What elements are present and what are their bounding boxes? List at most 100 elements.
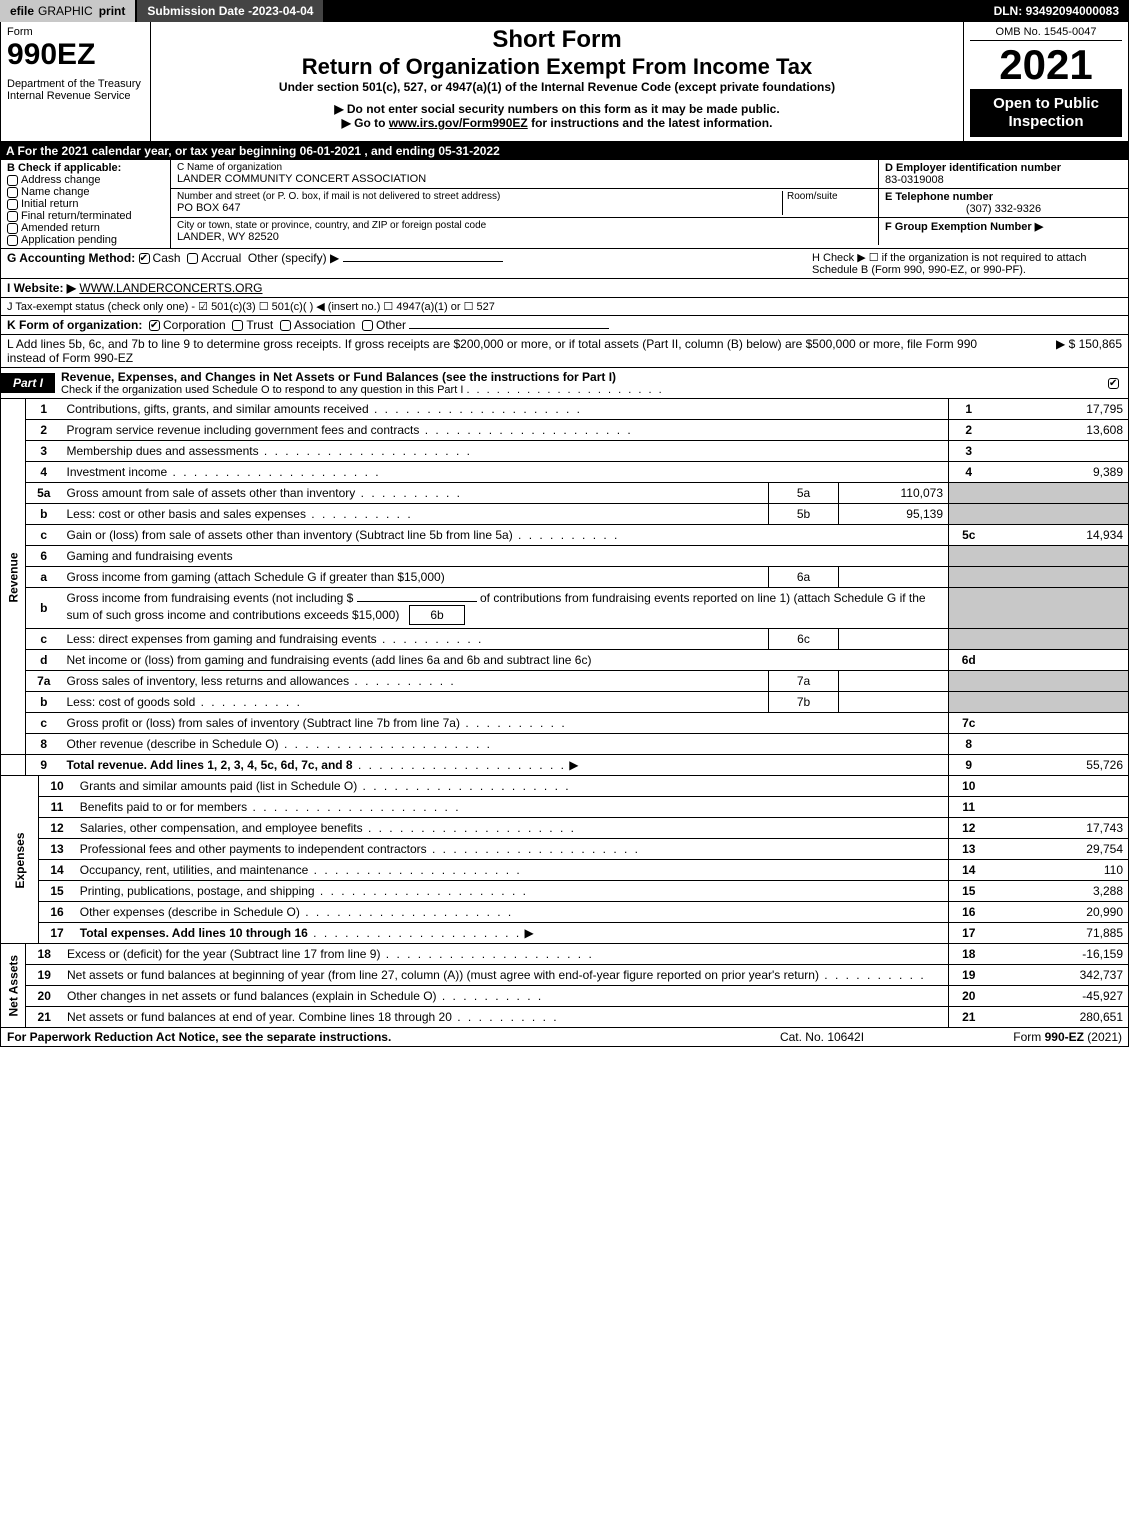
cb-label: Initial return bbox=[21, 198, 78, 210]
lt: Other revenue (describe in Schedule O) bbox=[67, 737, 279, 751]
sidebar-revenue: Revenue bbox=[1, 399, 26, 755]
e-value: (307) 332-9326 bbox=[885, 203, 1122, 215]
lnc: 3 bbox=[949, 441, 989, 462]
lt: Less: cost of goods sold bbox=[67, 695, 196, 709]
lt: Other changes in net assets or fund bala… bbox=[67, 989, 437, 1003]
cb-corp[interactable] bbox=[149, 320, 160, 331]
lt: Gross profit or (loss) from sales of inv… bbox=[67, 716, 460, 730]
sub: 5b bbox=[769, 504, 839, 525]
lnc: 7c bbox=[949, 713, 989, 734]
cb-amended[interactable]: Amended return bbox=[7, 222, 164, 234]
lv bbox=[989, 797, 1129, 818]
ln: 21 bbox=[26, 1007, 62, 1028]
fr-pre: Form bbox=[1013, 1030, 1044, 1044]
ln: d bbox=[26, 650, 62, 671]
cb-label: Application pending bbox=[21, 234, 117, 246]
lv: 71,885 bbox=[989, 923, 1129, 944]
cb-initial[interactable]: Initial return bbox=[7, 198, 164, 210]
goto-link[interactable]: www.irs.gov/Form990EZ bbox=[389, 116, 528, 130]
sub: 6a bbox=[769, 567, 839, 588]
lt: Investment income bbox=[67, 465, 168, 479]
f-label: F Group Exemption Number ▶ bbox=[885, 220, 1122, 233]
ln: 8 bbox=[26, 734, 62, 755]
i-website[interactable]: WWW.LANDERCONCERTS.ORG bbox=[79, 281, 262, 295]
city-value: LANDER, WY 82520 bbox=[177, 231, 872, 243]
ln: c bbox=[26, 713, 62, 734]
lv: 14,934 bbox=[989, 525, 1129, 546]
ln: b bbox=[26, 504, 62, 525]
header-left: Form 990EZ Department of the Treasury In… bbox=[1, 22, 151, 141]
efile-button[interactable]: efile GRAPHIC print bbox=[0, 0, 137, 22]
addr-label: Number and street (or P. O. box, if mail… bbox=[177, 191, 782, 202]
ssn-warning: ▶ Do not enter social security numbers o… bbox=[157, 102, 957, 116]
ln: 13 bbox=[39, 839, 75, 860]
cb-other[interactable] bbox=[362, 320, 373, 331]
sub: 7b bbox=[769, 692, 839, 713]
lnc: 6d bbox=[949, 650, 989, 671]
dln-label: DLN: bbox=[994, 4, 1026, 18]
ln: 3 bbox=[26, 441, 62, 462]
subdate-label: Submission Date - bbox=[147, 4, 252, 18]
fr-post: (2021) bbox=[1084, 1030, 1122, 1044]
lnc: 10 bbox=[949, 776, 989, 797]
cb-label: Amended return bbox=[21, 222, 100, 234]
lt: Net income or (loss) from gaming and fun… bbox=[62, 650, 949, 671]
lv: 280,651 bbox=[989, 1007, 1129, 1028]
sub: 6b bbox=[409, 605, 464, 625]
lt: Contributions, gifts, grants, and simila… bbox=[67, 402, 369, 416]
cb-assoc[interactable] bbox=[280, 320, 291, 331]
subdate-value: 2023-04-04 bbox=[252, 4, 313, 18]
l-text: L Add lines 5b, 6c, and 7b to line 9 to … bbox=[7, 337, 1002, 365]
g-accrual: Accrual bbox=[201, 251, 241, 265]
subv bbox=[839, 692, 949, 713]
c-city: City or town, state or province, country… bbox=[171, 218, 878, 245]
lv bbox=[989, 650, 1129, 671]
cb-cash[interactable] bbox=[139, 253, 150, 264]
dln: DLN: 93492094000083 bbox=[984, 0, 1129, 22]
lt: Gross income from gaming (attach Schedul… bbox=[67, 570, 445, 584]
footer-left: For Paperwork Reduction Act Notice, see … bbox=[7, 1030, 722, 1044]
cb-final[interactable]: Final return/terminated bbox=[7, 210, 164, 222]
lnc: 17 bbox=[949, 923, 989, 944]
cb-accrual[interactable] bbox=[187, 253, 198, 264]
lv: 9,389 bbox=[989, 462, 1129, 483]
c-label: C Name of organization bbox=[177, 162, 872, 173]
lnc: 14 bbox=[949, 860, 989, 881]
lnc: 12 bbox=[949, 818, 989, 839]
lt: Professional fees and other payments to … bbox=[80, 842, 427, 856]
cb-pending[interactable]: Application pending bbox=[7, 234, 164, 246]
cb-label: Address change bbox=[21, 174, 101, 186]
subv: 110,073 bbox=[839, 483, 949, 504]
cb-sched-o[interactable] bbox=[1108, 378, 1119, 389]
submission-date: Submission Date - 2023-04-04 bbox=[137, 0, 325, 22]
ln: 12 bbox=[39, 818, 75, 839]
cb-name-change[interactable]: Name change bbox=[7, 186, 164, 198]
lnc: 20 bbox=[949, 986, 989, 1007]
form-word: Form bbox=[7, 26, 144, 38]
ln: 4 bbox=[26, 462, 62, 483]
efile-label: efile bbox=[10, 4, 34, 18]
netassets-table: Net Assets 18 Excess or (deficit) for th… bbox=[0, 944, 1129, 1028]
lt: Gross sales of inventory, less returns a… bbox=[67, 674, 350, 688]
cb-label: Final return/terminated bbox=[21, 210, 132, 222]
k-assoc: Association bbox=[294, 318, 355, 332]
lnc: 15 bbox=[949, 881, 989, 902]
row-k: K Form of organization: Corporation Trus… bbox=[0, 316, 1129, 335]
ln: b bbox=[26, 692, 62, 713]
goto-post: for instructions and the latest informat… bbox=[528, 116, 773, 130]
lv: 110 bbox=[989, 860, 1129, 881]
addr-value: PO BOX 647 bbox=[177, 202, 782, 214]
sub: 5a bbox=[769, 483, 839, 504]
row-l: L Add lines 5b, 6c, and 7b to line 9 to … bbox=[0, 335, 1129, 368]
lv: 3,288 bbox=[989, 881, 1129, 902]
d-ein: D Employer identification number 83-0319… bbox=[878, 160, 1128, 188]
row-j: J Tax-exempt status (check only one) - ☑… bbox=[0, 298, 1129, 316]
cb-address-change[interactable]: Address change bbox=[7, 174, 164, 186]
f-group: F Group Exemption Number ▶ bbox=[878, 218, 1128, 245]
lt: Membership dues and assessments bbox=[67, 444, 259, 458]
print-label: print bbox=[99, 4, 126, 18]
lv bbox=[989, 441, 1129, 462]
open-to-public: Open to Public Inspection bbox=[970, 89, 1122, 137]
sidebar-netassets: Net Assets bbox=[1, 944, 26, 1028]
cb-trust[interactable] bbox=[232, 320, 243, 331]
